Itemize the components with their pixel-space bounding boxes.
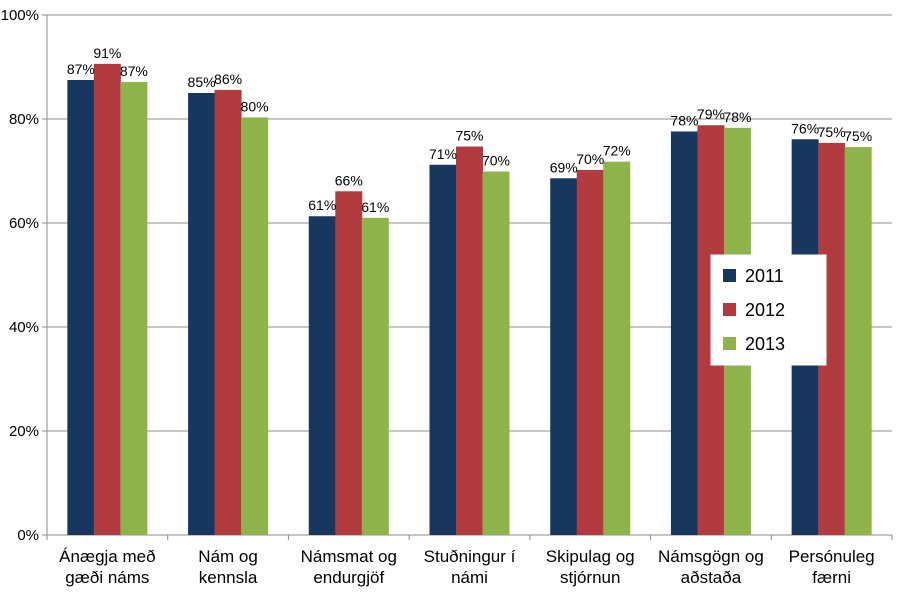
bar-2013 xyxy=(241,117,269,535)
x-category-label: Skipulag og stjórnun xyxy=(546,547,635,587)
data-label: 86% xyxy=(214,71,242,87)
x-category-label-line: færni xyxy=(812,568,851,587)
x-category-label-line: Námsgögn og xyxy=(658,547,764,566)
x-category-label-line: Skipulag og xyxy=(546,547,635,566)
x-category-label-line: Stuðningur í xyxy=(424,547,516,566)
y-tick-label: 60% xyxy=(9,215,39,232)
x-category-label-line: Námsmat og xyxy=(301,547,397,566)
data-label: 79% xyxy=(697,106,725,122)
data-label: 91% xyxy=(93,45,121,61)
data-label: 75% xyxy=(455,128,483,144)
data-label: 71% xyxy=(429,146,457,162)
x-category-label-line: Persónuleg xyxy=(789,547,875,566)
bar-2011 xyxy=(67,80,95,535)
bar-2012 xyxy=(335,191,363,535)
x-category-label-line: stjórnun xyxy=(560,568,620,587)
data-label: 78% xyxy=(723,109,751,125)
bar-2011 xyxy=(429,164,457,535)
x-category-label: Stuðningur í námi xyxy=(424,547,516,587)
axes: 0% 20% 40% 60% 80% 100% Ánægja með gæði náms Nám… xyxy=(1,7,893,587)
x-category-label-line: Nám og xyxy=(198,547,258,566)
bar-2013 xyxy=(120,82,148,535)
bar-2013 xyxy=(603,161,631,535)
bars xyxy=(67,63,872,536)
data-label: 87% xyxy=(120,63,148,79)
data-label: 70% xyxy=(482,153,510,169)
x-category-label: Persónuleg færni xyxy=(789,547,875,587)
y-tick-label: 0% xyxy=(17,527,39,544)
x-category-label-line: gæði náms xyxy=(65,568,149,587)
y-tick-label: 40% xyxy=(9,319,39,336)
x-category-label-line: aðstaða xyxy=(681,568,742,587)
data-label: 61% xyxy=(308,197,336,213)
bar-2013 xyxy=(844,147,872,535)
x-category-label: Námsgögn og aðstaða xyxy=(658,547,764,587)
bar-2011 xyxy=(670,131,698,536)
bar-2012 xyxy=(456,146,483,535)
bar-2012 xyxy=(214,89,242,535)
data-label: 75% xyxy=(844,128,872,144)
data-label: 70% xyxy=(576,151,604,167)
data-label: 72% xyxy=(603,143,631,159)
bar-2012 xyxy=(576,169,604,535)
y-tick-label: 100% xyxy=(1,7,39,24)
data-label: 75% xyxy=(818,124,846,140)
bar-2013 xyxy=(361,217,389,536)
x-category-label-line: kennsla xyxy=(199,568,258,587)
legend-label: 2011 xyxy=(745,266,784,286)
x-category-label-line: námi xyxy=(451,568,488,587)
legend: 2011 2012 2013 xyxy=(710,254,827,366)
y-tick-label: 20% xyxy=(9,423,39,440)
bar-2012 xyxy=(93,63,121,535)
legend-swatch-2011 xyxy=(723,269,736,282)
x-category-label-line: Ánægja með xyxy=(59,547,155,566)
legend-swatch-2013 xyxy=(723,337,736,350)
data-label: 61% xyxy=(361,199,389,215)
data-label: 87% xyxy=(67,61,95,77)
x-category-label: Nám og kennsla xyxy=(198,547,258,587)
x-category-label-line: endurgjöf xyxy=(313,568,384,587)
bar-2011 xyxy=(308,216,336,536)
x-category-label: Námsmat og endurgjöf xyxy=(301,547,397,587)
data-label: 85% xyxy=(188,74,216,90)
legend-label: 2013 xyxy=(745,334,785,354)
data-label: 69% xyxy=(550,159,578,175)
data-label: 66% xyxy=(335,172,363,188)
data-label: 78% xyxy=(670,112,698,128)
y-tick-label: 80% xyxy=(9,111,39,128)
data-label: 80% xyxy=(241,98,269,114)
bar-2013 xyxy=(482,171,510,535)
data-label: 76% xyxy=(791,120,819,136)
data-labels: 87%91%87%85%86%80%61%66%61%71%75%70% 69%7… xyxy=(67,45,872,215)
x-category-label: Ánægja með gæði náms xyxy=(59,547,155,587)
bar-2011 xyxy=(550,178,578,535)
bar-2011 xyxy=(188,93,216,535)
legend-swatch-2012 xyxy=(723,303,736,316)
legend-label: 2012 xyxy=(745,300,785,320)
